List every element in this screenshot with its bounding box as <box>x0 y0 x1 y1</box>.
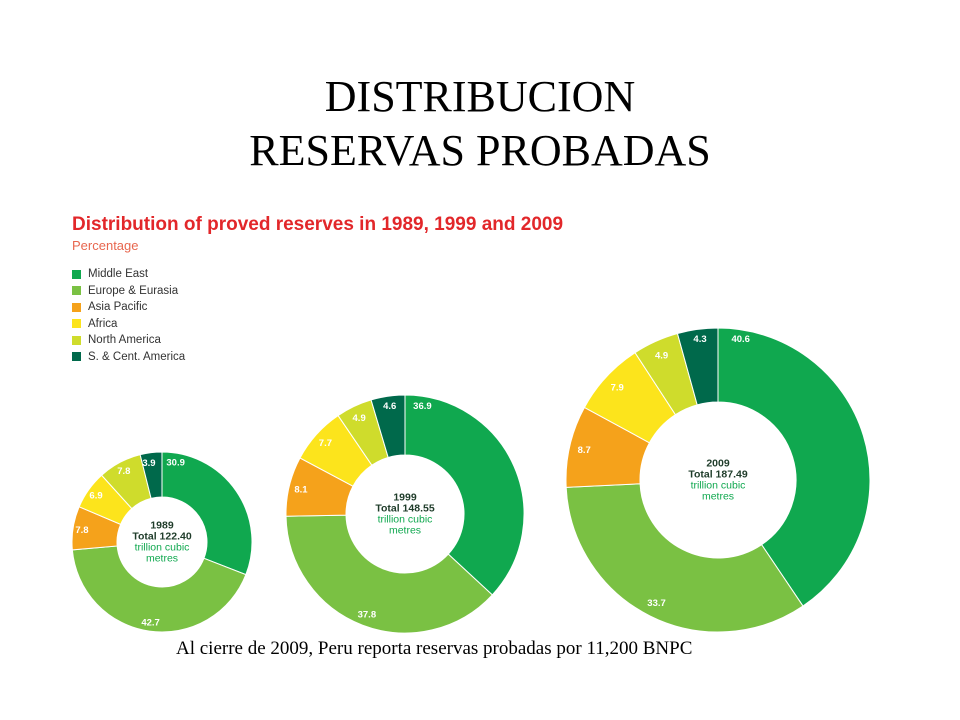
donut-value-label: 4.3 <box>693 334 706 345</box>
legend-label: Asia Pacific <box>88 301 148 314</box>
donut-value-label: 36.9 <box>413 401 432 412</box>
donut-value-label: 4.9 <box>655 350 668 361</box>
donut-unit-label: trillion cubic <box>378 514 433 526</box>
donut-slice <box>676 327 719 406</box>
donut-slice <box>370 394 406 459</box>
legend-swatch <box>72 286 81 296</box>
donut-slice <box>565 483 804 633</box>
donut-value-label: 7.7 <box>319 438 332 449</box>
legend-label: S. & Cent. America <box>88 350 186 363</box>
donut-total-label: Total 187.49 <box>688 469 747 481</box>
donut-year-label: 2009 <box>706 458 730 470</box>
donut-value-label: 3.9 <box>142 458 155 469</box>
legend-swatch <box>72 302 81 312</box>
chart-subtitle: Percentage <box>72 238 139 253</box>
donut-value-label: 37.8 <box>358 609 377 620</box>
legend-swatch <box>72 352 81 362</box>
donut-total-label: Total 148.55 <box>375 503 434 515</box>
footnote: Al cierre de 2009, Peru reporta reservas… <box>176 638 693 659</box>
donut-slice <box>161 451 253 576</box>
donut-slice <box>717 327 871 607</box>
donut-year-label: 1999 <box>393 492 417 504</box>
donut-slice <box>285 514 493 634</box>
legend-entry: Europe & Eurasia <box>72 283 185 300</box>
donut-value-label: 7.8 <box>117 466 130 477</box>
legend-label: Europe & Eurasia <box>88 284 179 297</box>
donut-value-label: 8.7 <box>578 445 591 456</box>
donut-value-label: 4.9 <box>353 413 366 424</box>
legend-entry: Middle East <box>72 266 185 283</box>
slide-title-line-2: RESERVAS PROBADAS <box>249 126 711 175</box>
donut-value-label: 6.9 <box>89 491 102 502</box>
legend-entry: North America <box>72 332 185 349</box>
donut-slice <box>404 394 525 596</box>
donut-unit-label: metres <box>702 491 734 503</box>
legend-label: North America <box>88 334 161 347</box>
donut-unit-label: trillion cubic <box>691 480 746 492</box>
donut-unit-label: metres <box>146 553 178 565</box>
donut-unit-label: trillion cubic <box>135 542 190 554</box>
donut-value-label: 33.7 <box>647 598 666 609</box>
legend-entry: Asia Pacific <box>72 299 185 316</box>
legend-entry: S. & Cent. America <box>72 349 185 366</box>
donut-slice <box>71 545 247 633</box>
donut-year-label: 1989 <box>150 520 174 532</box>
legend-swatch <box>72 269 81 279</box>
donut-value-label: 40.6 <box>731 334 750 345</box>
donut-value-label: 7.8 <box>75 525 88 536</box>
legend-label: Africa <box>88 317 118 330</box>
legend-swatch <box>72 319 81 329</box>
donut-value-label: 4.6 <box>383 401 396 412</box>
donut-value-label: 30.9 <box>166 458 185 469</box>
legend-label: Middle East <box>88 268 149 281</box>
donut-total-label: Total 122.40 <box>132 531 191 543</box>
slide-title-line-1: DISTRIBUCION <box>324 72 636 121</box>
donut-unit-label: metres <box>389 525 421 537</box>
chart-title: Distribution of proved reserves in 1989,… <box>72 214 564 235</box>
slide-title: DISTRIBUCION RESERVAS PROBADAS <box>0 70 960 178</box>
chart-legend: Middle East Europe & Eurasia Asia Pacific A… <box>72 266 185 365</box>
donut-slice <box>139 451 163 499</box>
legend-swatch <box>72 335 81 345</box>
donut-value-label: 42.7 <box>141 618 160 629</box>
donut-value-label: 8.1 <box>294 485 308 496</box>
donut-value-label: 7.9 <box>611 382 624 393</box>
legend-entry: Africa <box>72 316 185 333</box>
